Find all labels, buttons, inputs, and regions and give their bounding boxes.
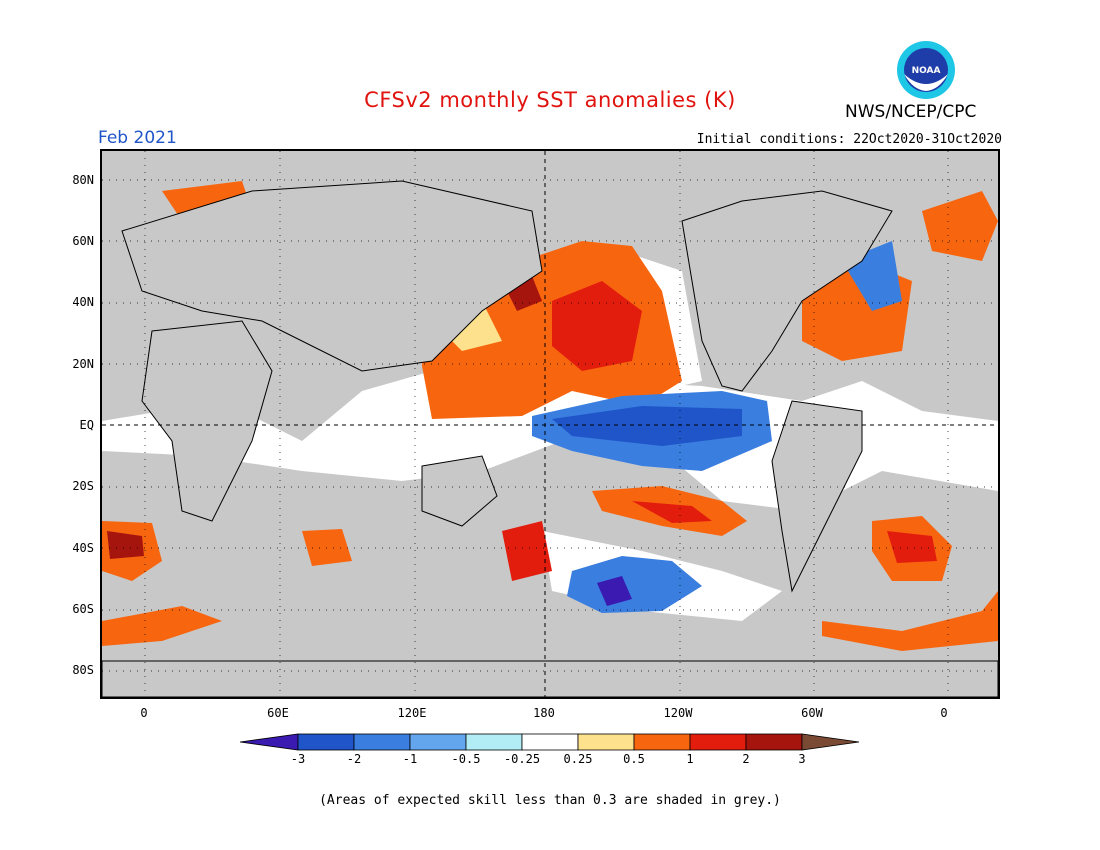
map-title: CFSv2 monthly SST anomalies (K) bbox=[0, 88, 1100, 112]
lon-label-0-right: 0 bbox=[940, 706, 948, 720]
land-north-america bbox=[681, 190, 893, 392]
lat-label-eq: EQ bbox=[79, 418, 94, 432]
land-antarctica bbox=[102, 660, 998, 697]
colorbar-tick-label: 1 bbox=[686, 752, 694, 766]
lat-label-40n: 40N bbox=[72, 295, 94, 309]
lon-label-120w: 120W bbox=[663, 706, 693, 720]
warm-anomaly-south-pacific bbox=[592, 486, 747, 536]
colorbar-segment-lowest bbox=[240, 733, 299, 751]
lat-label-20n: 20N bbox=[72, 357, 94, 371]
agency-label: NWS/NCEP/CPC bbox=[845, 102, 977, 122]
warm-anomaly-southern-band bbox=[102, 521, 998, 651]
colorbar-segment-8 bbox=[689, 733, 747, 751]
lat-label-60s: 60S bbox=[72, 602, 94, 616]
colorbar-tick-label: -3 bbox=[290, 752, 306, 766]
colorbar-segment-2 bbox=[353, 733, 411, 751]
noaa-logo: NOAA bbox=[897, 41, 955, 99]
land-south-america bbox=[771, 400, 863, 593]
colorbar-segment-7 bbox=[633, 733, 691, 751]
colorbar-tick-label: 3 bbox=[798, 752, 806, 766]
colorbar-segment-9 bbox=[745, 733, 803, 751]
colorbar bbox=[240, 733, 860, 751]
colorbar-tick-label: 2 bbox=[742, 752, 750, 766]
svg-text:NOAA: NOAA bbox=[912, 66, 941, 76]
map-canvas bbox=[102, 151, 998, 697]
lat-label-80s: 80S bbox=[72, 663, 94, 677]
sst-anomaly-map bbox=[100, 149, 1000, 699]
initial-conditions: Initial conditions: 22Oct2020-31Oct2020 bbox=[696, 132, 1002, 147]
lat-label-20s: 20S bbox=[72, 479, 94, 493]
lon-label-60w: 60W bbox=[801, 706, 823, 720]
lon-label-0-left: 0 bbox=[140, 706, 148, 720]
lon-label-60e: 60E bbox=[267, 706, 289, 720]
skill-footnote: (Areas of expected skill less than 0.3 a… bbox=[319, 793, 781, 808]
colorbar-segment-3 bbox=[409, 733, 467, 751]
land-masses bbox=[102, 180, 998, 697]
lat-label-80n: 80N bbox=[72, 173, 94, 187]
graticule bbox=[102, 151, 998, 697]
lat-label-60n: 60N bbox=[72, 234, 94, 248]
colorbar-segment-6 bbox=[577, 733, 635, 751]
colorbar-tick-label: -2 bbox=[346, 752, 362, 766]
land-africa bbox=[141, 320, 273, 522]
colorbar-segment-highest bbox=[801, 733, 860, 751]
cool-anomaly-equatorial-pacific bbox=[532, 391, 772, 471]
colorbar-tick-label: -0.5 bbox=[451, 752, 481, 766]
colorbar-segment-4 bbox=[465, 733, 523, 751]
lat-label-40s: 40S bbox=[72, 541, 94, 555]
colorbar-segment-5 bbox=[521, 733, 579, 751]
cool-anomaly-southern-ocean bbox=[567, 556, 702, 613]
colorbar-tick-label: 0.5 bbox=[623, 752, 645, 766]
colorbar-tick-label: -1 bbox=[402, 752, 418, 766]
land-australia bbox=[421, 455, 498, 527]
colorbar-tick-label: -0.25 bbox=[503, 752, 541, 766]
warm-anomaly-south-atlantic bbox=[102, 516, 952, 581]
lon-label-180: 180 bbox=[533, 706, 555, 720]
colorbar-segment-1 bbox=[297, 733, 355, 751]
map-title-text: CFSv2 monthly SST anomalies (K) bbox=[364, 88, 736, 112]
land-eurasia bbox=[121, 180, 543, 372]
colorbar-tick-label: 0.25 bbox=[563, 752, 593, 766]
forecast-period: Feb 2021 bbox=[98, 128, 177, 148]
lon-label-120e: 120E bbox=[397, 706, 427, 720]
